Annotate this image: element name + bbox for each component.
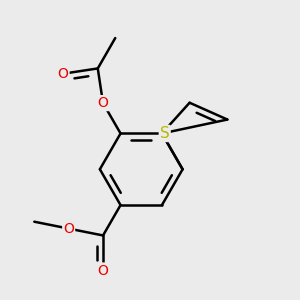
Text: O: O — [58, 67, 69, 81]
Text: O: O — [98, 263, 109, 278]
Text: S: S — [160, 126, 169, 141]
Text: O: O — [63, 222, 74, 236]
Text: O: O — [98, 96, 109, 110]
